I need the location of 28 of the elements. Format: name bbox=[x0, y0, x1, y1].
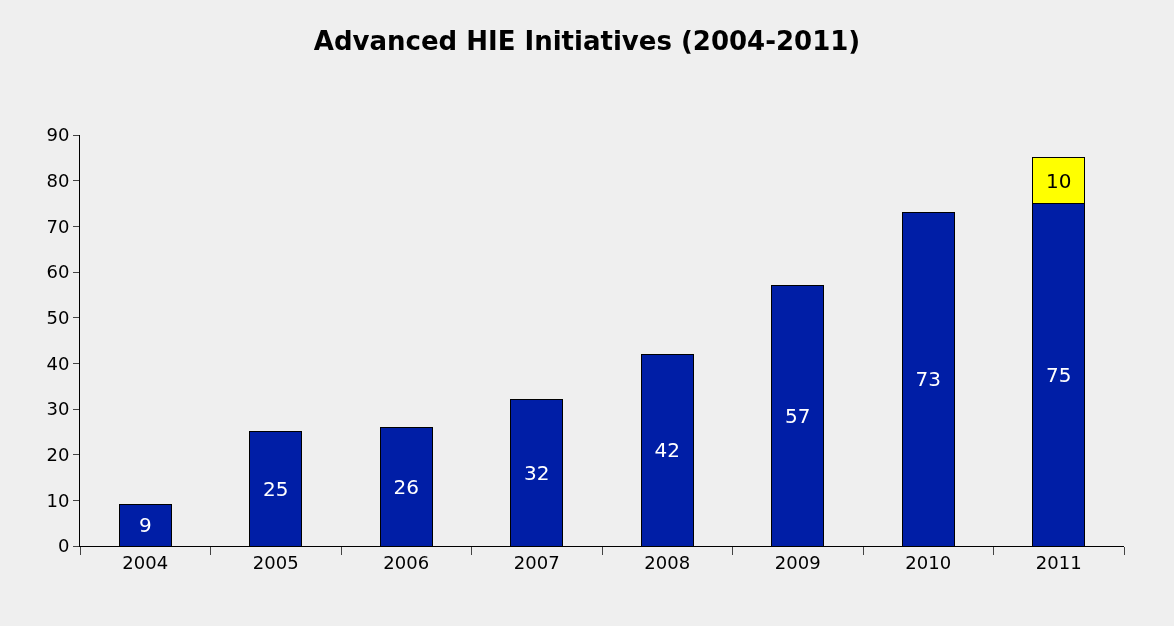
x-tick-label: 2010 bbox=[905, 551, 952, 573]
data-label: 10 bbox=[1046, 168, 1072, 193]
y-tick-label: 10 bbox=[46, 489, 70, 511]
y-tick-label: 30 bbox=[46, 398, 70, 420]
y-tick-label: 50 bbox=[46, 306, 70, 328]
x-tick-label: 2005 bbox=[252, 551, 299, 573]
data-label: 42 bbox=[654, 438, 680, 463]
x-tick-label: 2009 bbox=[774, 551, 821, 573]
y-tick-label: 0 bbox=[57, 535, 70, 557]
x-tick-label: 2008 bbox=[644, 551, 691, 573]
data-label: 9 bbox=[138, 513, 152, 538]
y-tick-label: 20 bbox=[46, 443, 70, 465]
data-label: 73 bbox=[915, 367, 941, 392]
data-label: 25 bbox=[263, 476, 289, 501]
data-label: 32 bbox=[524, 460, 550, 485]
y-tick-label: 90 bbox=[46, 124, 70, 146]
data-label: 75 bbox=[1046, 362, 1072, 387]
x-tick-label: 2011 bbox=[1035, 551, 1082, 573]
x-tick-label: 2006 bbox=[383, 551, 430, 573]
x-tick-label: 2004 bbox=[122, 551, 169, 573]
data-label: 57 bbox=[785, 403, 811, 428]
chart-title: Advanced HIE Initiatives (2004-2011) bbox=[313, 25, 861, 56]
x-tick-label: 2007 bbox=[513, 551, 560, 573]
data-label: 26 bbox=[393, 474, 419, 499]
y-tick-label: 60 bbox=[46, 261, 70, 283]
y-tick-label: 80 bbox=[46, 169, 70, 191]
y-tick-label: 70 bbox=[46, 215, 70, 237]
y-tick-label: 40 bbox=[46, 352, 70, 374]
